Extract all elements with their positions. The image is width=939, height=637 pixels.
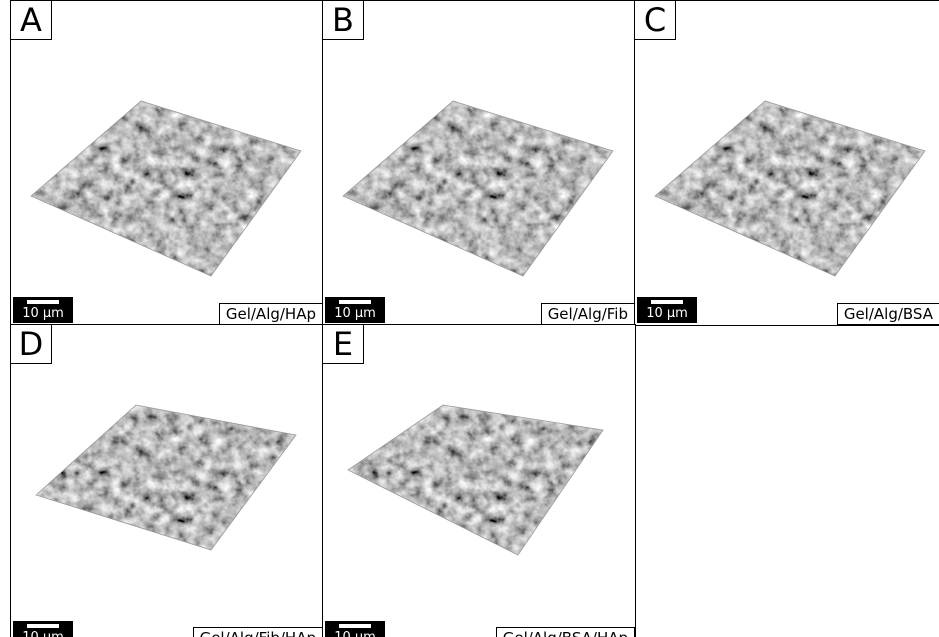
panel-letter: C	[635, 1, 676, 40]
panel: A 10 µm Gel/Alg/HAp	[10, 0, 324, 326]
scale-line	[651, 300, 683, 304]
scale-bar: 10 µm	[13, 621, 73, 637]
sample-label: Gel/Alg/BSA	[836, 303, 939, 325]
scale-text: 10 µm	[22, 306, 64, 321]
scale-text: 10 µm	[334, 306, 376, 321]
surface-image	[30, 100, 302, 277]
surface-part	[347, 404, 604, 556]
surface-image	[654, 100, 926, 277]
scale-bar: 10 µm	[637, 297, 697, 323]
surface-image	[35, 404, 297, 551]
surface-part	[35, 404, 297, 551]
surface-part	[30, 100, 302, 277]
surface-part	[31, 101, 301, 276]
scale-text: 10 µm	[334, 630, 376, 637]
surface-part	[655, 101, 925, 276]
surface-part	[342, 100, 614, 277]
scale-bar: 10 µm	[13, 297, 73, 323]
scale-line	[27, 300, 59, 304]
surface-part	[654, 100, 926, 277]
surface-image	[342, 100, 614, 277]
scale-line	[27, 624, 59, 628]
panel-letter: A	[11, 1, 52, 40]
surface-part	[36, 405, 296, 550]
panel-letter: E	[323, 325, 364, 364]
scale-text: 10 µm	[646, 306, 688, 321]
scale-line	[339, 624, 371, 628]
panel-letter: B	[323, 1, 364, 40]
panel: C 10 µm Gel/Alg/BSA	[634, 0, 939, 326]
sample-label: Gel/Alg/HAp	[218, 303, 323, 325]
sample-label: Gel/Alg/BSA/HAp	[495, 627, 635, 637]
sample-label: Gel/Alg/Fib/HAp	[192, 627, 323, 637]
scale-bar: 10 µm	[325, 297, 385, 323]
panel: E 10 µm Gel/Alg/BSA/HAp	[322, 324, 636, 637]
panel: B 10 µm Gel/Alg/Fib	[322, 0, 636, 326]
panel: D 10 µm Gel/Alg/Fib/HAp	[10, 324, 324, 637]
scale-bar: 10 µm	[325, 621, 385, 637]
surface-image	[347, 404, 604, 556]
sample-label: Gel/Alg/Fib	[540, 303, 635, 325]
scale-text: 10 µm	[22, 630, 64, 637]
surface-part	[343, 101, 613, 276]
panel-letter: D	[11, 325, 52, 364]
scale-line	[339, 300, 371, 304]
